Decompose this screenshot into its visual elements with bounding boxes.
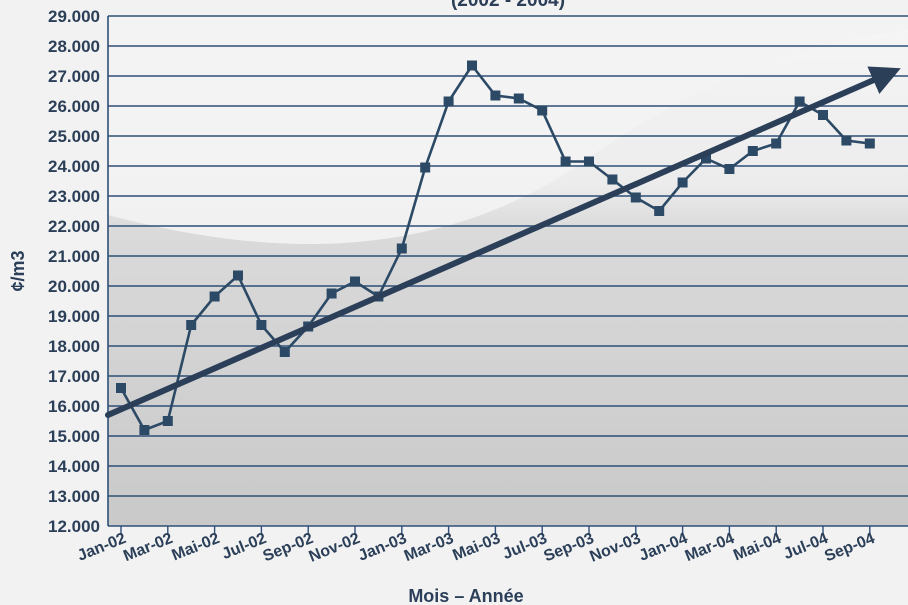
y-tick-label: 14.000 <box>48 457 100 476</box>
x-tick-label: Jan-04 <box>637 530 690 565</box>
data-point <box>443 96 454 107</box>
data-point <box>467 60 477 71</box>
y-tick-label: 19.000 <box>48 307 100 326</box>
data-point <box>724 164 735 174</box>
grid <box>107 15 908 527</box>
x-tick-label: Mar-04 <box>683 530 737 565</box>
data-point <box>864 138 875 149</box>
data-point <box>350 276 360 287</box>
x-tick-label: Jan-03 <box>356 530 409 565</box>
y-tick-label: 28.000 <box>48 37 100 56</box>
y-tick-label: 23.000 <box>48 187 100 206</box>
trend-arrow <box>105 66 901 418</box>
x-tick-label: Mai-04 <box>731 530 784 564</box>
x-tick-label: Nov-02 <box>307 530 363 566</box>
x-tick-label: Nov-03 <box>587 530 643 566</box>
plot-background-wave <box>108 16 908 245</box>
chart-title: (2002 - 2004) <box>451 0 565 11</box>
y-tick-label: 15.000 <box>48 427 100 446</box>
y-tick-label: 17.000 <box>48 367 100 386</box>
x-tick-label: Jul-03 <box>500 530 549 563</box>
data-point <box>116 383 126 393</box>
data-point <box>701 153 711 164</box>
data-point <box>326 288 337 299</box>
data-point <box>630 192 641 203</box>
x-tick-label: Mai-03 <box>450 530 503 564</box>
data-point <box>162 416 173 426</box>
series <box>116 60 875 435</box>
data-point <box>794 96 805 107</box>
data-point <box>256 320 267 330</box>
data-point <box>279 347 290 357</box>
trend <box>105 66 901 418</box>
x-tick-label: Jul-04 <box>781 530 830 563</box>
data-point <box>513 93 524 104</box>
data-point <box>209 291 220 302</box>
x-axis-label: Mois – Année <box>408 586 523 605</box>
y-axis-label: ¢/m3 <box>8 250 28 291</box>
data-point <box>771 138 782 149</box>
y-tick-label: 29.000 <box>48 7 100 26</box>
data-point <box>747 146 758 156</box>
data-point <box>537 105 548 116</box>
y-tick-label: 20.000 <box>48 277 100 296</box>
data-point <box>186 320 197 330</box>
y-tick-label: 22.000 <box>48 217 100 236</box>
y-axis-ticks: 12.000 13.000 14.000 15.000 16.000 17.000 18.0… <box>48 7 100 536</box>
y-tick-label: 26.000 <box>48 97 100 116</box>
x-tick-label: Mar-03 <box>402 530 456 565</box>
x-tick-label: Sep-04 <box>822 530 877 565</box>
y-tick-label: 24.000 <box>48 157 100 176</box>
data-point <box>818 110 828 120</box>
data-point <box>420 162 431 173</box>
x-tick-label: Mar-02 <box>121 530 175 565</box>
y-tick-label: 25.000 <box>48 127 100 146</box>
data-point <box>677 177 688 188</box>
data-point <box>654 206 665 216</box>
data-point <box>139 425 150 435</box>
data-point <box>607 174 618 185</box>
y-tick-label: 16.000 <box>48 397 100 416</box>
x-tick-label: Jul-02 <box>220 530 269 563</box>
data-point <box>233 270 243 281</box>
x-axis-ticks: Jan-02Mar-02Mai-02Jul-02Sep-02Nov-02Jan-… <box>75 526 877 566</box>
y-tick-label: 18.000 <box>48 337 100 356</box>
y-tick-label: 12.000 <box>48 517 100 536</box>
x-tick-label: Sep-03 <box>541 530 596 565</box>
data-point <box>560 156 571 167</box>
x-tick-label: Sep-02 <box>261 530 316 565</box>
data-point <box>490 90 501 101</box>
y-tick-label: 21.000 <box>48 247 100 266</box>
data-point <box>841 135 852 146</box>
x-tick-label: Mai-02 <box>170 530 223 564</box>
y-tick-label: 27.000 <box>48 67 100 86</box>
data-point <box>584 156 594 167</box>
y-tick-label: 13.000 <box>48 487 100 506</box>
data-point <box>396 243 407 254</box>
